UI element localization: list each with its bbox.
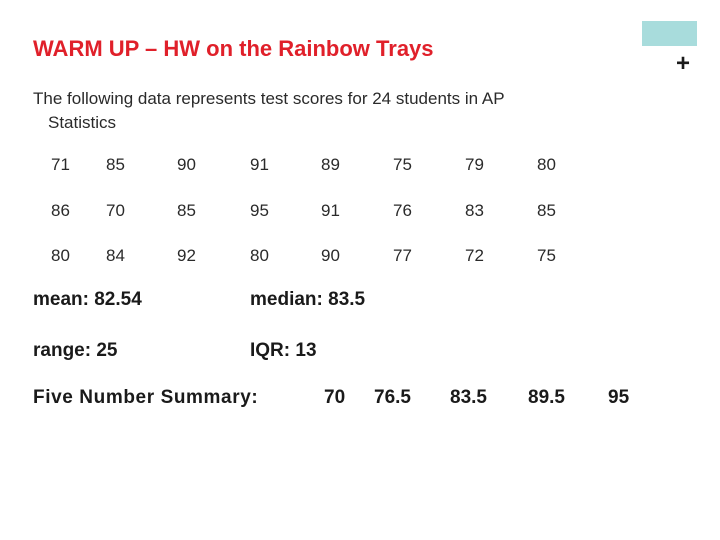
range-stat: range: 25 <box>33 340 118 361</box>
five-number-median: 83.5 <box>450 387 487 408</box>
iqr-stat: IQR: 13 <box>250 340 317 361</box>
five-number-q1: 76.5 <box>374 387 411 408</box>
intro-line-1: The following data represents test score… <box>33 89 505 108</box>
score-cell: 79 <box>465 155 484 174</box>
score-cell: 71 <box>51 155 70 174</box>
score-cell: 90 <box>321 246 340 265</box>
score-cell: 92 <box>177 246 196 265</box>
accent-bar <box>642 21 697 46</box>
score-cell: 84 <box>106 246 125 265</box>
score-cell: 80 <box>51 246 70 265</box>
mean-stat: mean: 82.54 <box>33 289 142 310</box>
five-number-q3: 89.5 <box>528 387 565 408</box>
score-cell: 77 <box>393 246 412 265</box>
score-cell: 95 <box>250 201 269 220</box>
five-number-min: 70 <box>324 387 346 408</box>
score-cell: 85 <box>537 201 556 220</box>
intro-text: The following data represents test score… <box>33 87 603 135</box>
score-cell: 76 <box>393 201 412 220</box>
score-cell: 90 <box>177 155 196 174</box>
score-cell: 91 <box>250 155 269 174</box>
score-cell: 89 <box>321 155 340 174</box>
score-cell: 86 <box>51 201 70 220</box>
five-number-max: 95 <box>608 387 630 408</box>
slide-title: WARM UP – HW on the Rainbow Trays <box>33 36 434 61</box>
score-cell: 83 <box>465 201 484 220</box>
score-cell: 91 <box>321 201 340 220</box>
score-cell: 80 <box>250 246 269 265</box>
five-number-label: Five Number Summary: <box>33 387 259 408</box>
score-cell: 75 <box>537 246 556 265</box>
plus-mark: + <box>676 50 691 77</box>
intro-line-2: Statistics <box>48 113 117 132</box>
score-cell: 85 <box>106 155 125 174</box>
score-cell: 70 <box>106 201 125 220</box>
score-cell: 72 <box>465 246 484 265</box>
score-cell: 75 <box>393 155 412 174</box>
score-cell: 85 <box>177 201 196 220</box>
score-cell: 80 <box>537 155 556 174</box>
median-stat: median: 83.5 <box>250 289 366 310</box>
